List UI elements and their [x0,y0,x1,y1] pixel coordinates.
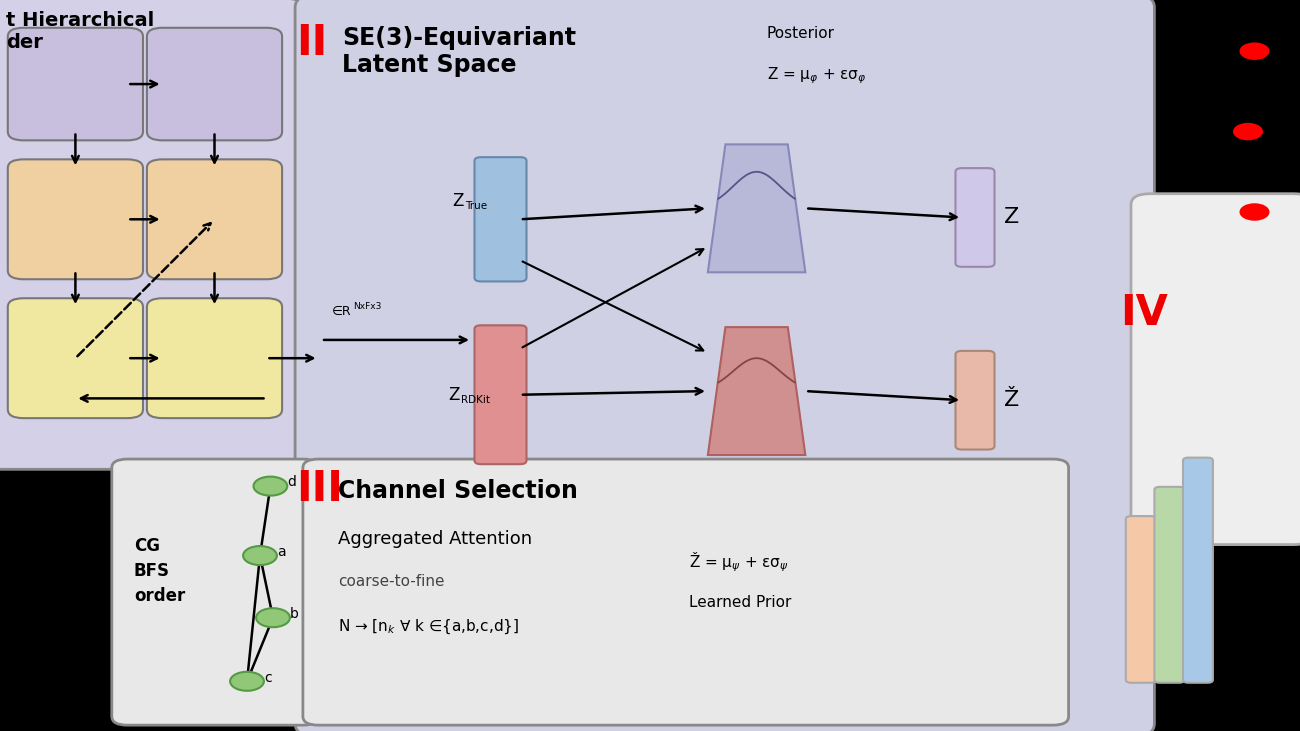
Text: Aggregated Attention: Aggregated Attention [338,530,532,548]
FancyBboxPatch shape [8,159,143,279]
Text: True: True [465,201,488,211]
Text: Ž: Ž [1004,390,1019,410]
Text: Learned Prior: Learned Prior [689,595,792,610]
Text: d: d [287,475,296,490]
Text: NxFx3: NxFx3 [354,302,382,311]
FancyBboxPatch shape [8,28,143,140]
FancyBboxPatch shape [303,459,1069,725]
Text: a: a [277,545,286,559]
Text: t Hierarchical
der: t Hierarchical der [6,11,155,52]
Text: Z: Z [448,386,460,404]
Text: c: c [264,670,272,685]
FancyBboxPatch shape [1154,487,1184,683]
Text: IV: IV [1121,292,1169,334]
Text: Z = μ$_φ$ + εσ$_φ$: Z = μ$_φ$ + εσ$_φ$ [767,66,867,86]
Circle shape [256,608,290,627]
FancyBboxPatch shape [147,28,282,140]
Text: Ž = μ$_ψ$ + εσ$_ψ$: Ž = μ$_ψ$ + εσ$_ψ$ [689,550,789,574]
FancyBboxPatch shape [956,168,994,267]
FancyBboxPatch shape [1183,458,1213,683]
Circle shape [243,546,277,565]
Text: coarse-to-fine: coarse-to-fine [338,574,445,589]
Circle shape [1240,204,1269,220]
Text: II: II [296,22,328,64]
FancyBboxPatch shape [295,0,1154,731]
Text: Z: Z [1004,208,1019,227]
FancyBboxPatch shape [112,459,318,725]
FancyBboxPatch shape [147,298,282,418]
FancyBboxPatch shape [0,0,303,469]
Polygon shape [707,145,805,273]
FancyBboxPatch shape [1131,194,1300,545]
Text: ∈R: ∈R [332,305,351,318]
Text: SE(3)-Equivariant
Latent Space: SE(3)-Equivariant Latent Space [342,26,576,77]
FancyBboxPatch shape [956,351,994,450]
FancyBboxPatch shape [474,157,526,281]
FancyBboxPatch shape [474,325,526,464]
Text: III: III [296,468,343,510]
Polygon shape [707,327,805,455]
Circle shape [1240,43,1269,59]
Text: CG
BFS
order: CG BFS order [134,537,185,605]
FancyBboxPatch shape [147,159,282,279]
Text: b: b [290,607,299,621]
Text: Z: Z [452,192,464,210]
Circle shape [230,672,264,691]
Text: Posterior: Posterior [767,26,835,41]
Text: N → [n$_k$ ∀ k ∈{a,b,c,d}]: N → [n$_k$ ∀ k ∈{a,b,c,d}] [338,618,519,636]
Text: RDKit: RDKit [462,395,490,405]
FancyBboxPatch shape [1126,516,1156,683]
Circle shape [1234,124,1262,140]
Circle shape [254,477,287,496]
Text: Channel Selection: Channel Selection [338,479,578,503]
FancyBboxPatch shape [8,298,143,418]
